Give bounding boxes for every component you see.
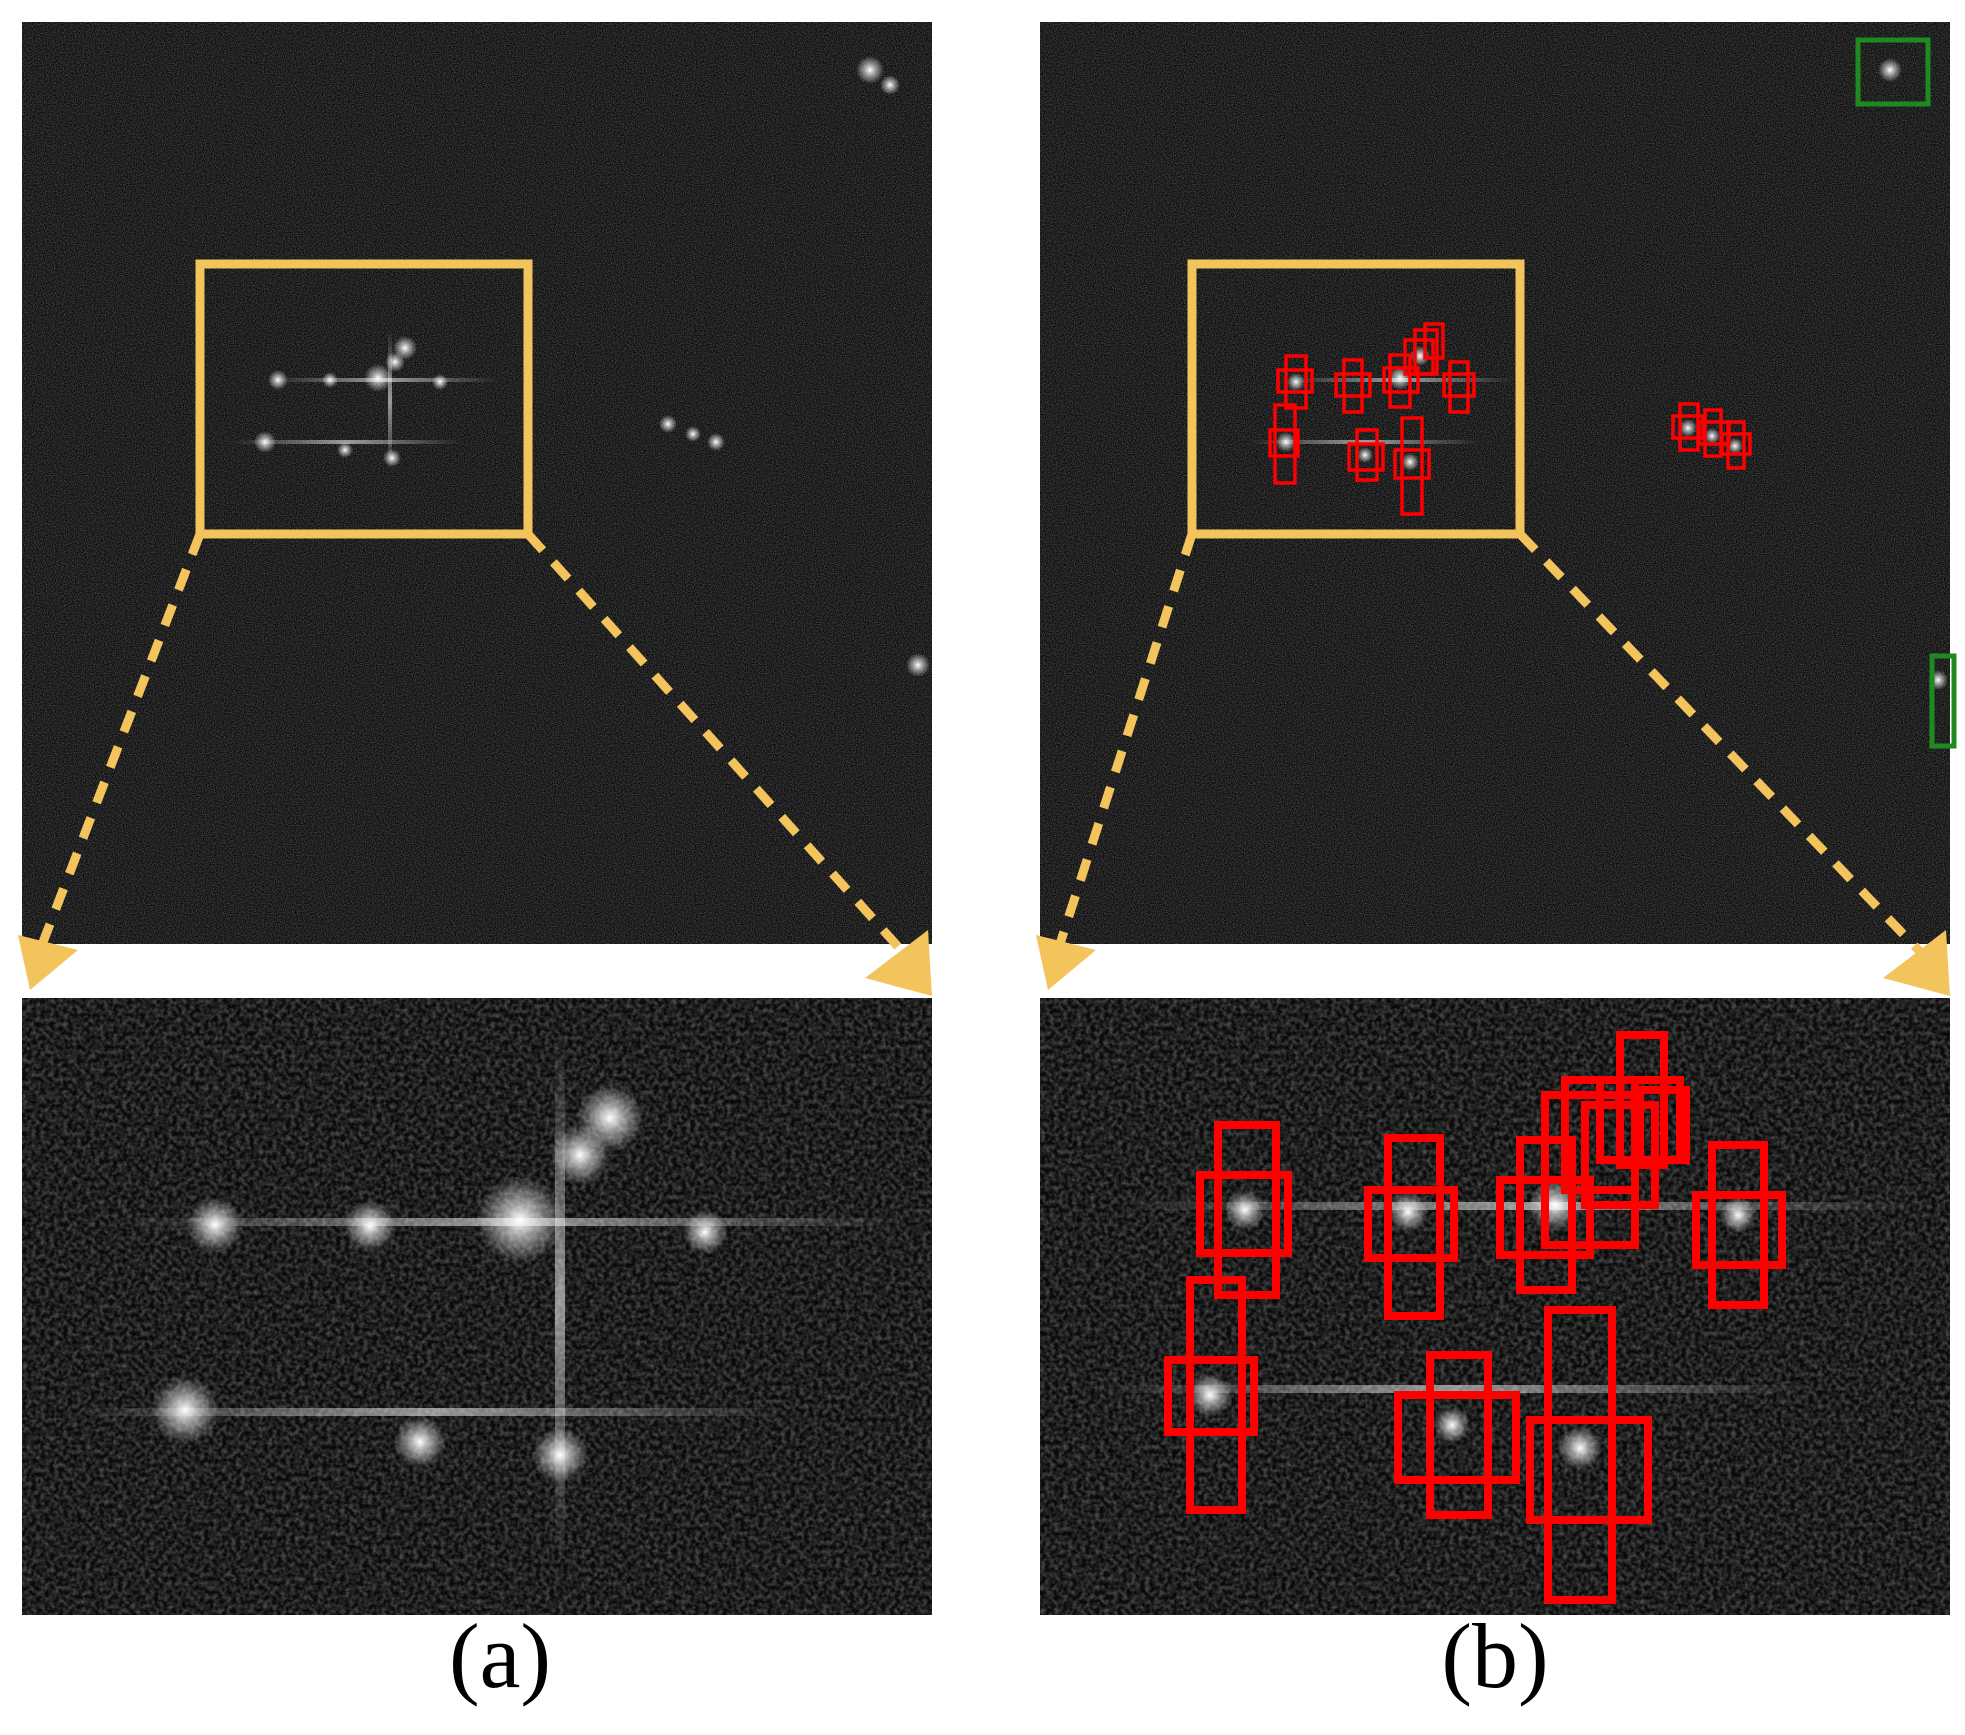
panel-b-zoom-image bbox=[1040, 998, 1950, 1615]
detection-box bbox=[1347, 442, 1385, 472]
detection-box bbox=[1423, 322, 1445, 360]
panel-b-detection-boxes bbox=[1268, 322, 1752, 516]
detection-box bbox=[1164, 1356, 1258, 1436]
detection-box bbox=[1636, 1086, 1690, 1164]
panel-b-zoom-connectors bbox=[1036, 530, 1950, 996]
panel-a-overview-image bbox=[22, 22, 932, 944]
panel-a-arrow-right bbox=[865, 930, 932, 996]
panel-a-zoom-connectors bbox=[18, 530, 932, 996]
missed-box bbox=[1855, 37, 1931, 107]
detection-box bbox=[1276, 368, 1314, 394]
panel-b bbox=[1036, 22, 1957, 1615]
detection-box bbox=[1394, 1391, 1520, 1484]
panel-a-zoom-image bbox=[22, 998, 932, 1615]
panel-a-highlight-box bbox=[195, 259, 533, 539]
detection-box bbox=[1726, 420, 1746, 470]
detection-box bbox=[1342, 358, 1364, 414]
missed-box bbox=[1929, 653, 1957, 749]
detection-box bbox=[1268, 428, 1300, 458]
detection-box bbox=[1214, 1121, 1280, 1299]
detection-box bbox=[1355, 428, 1379, 482]
detection-box bbox=[1384, 1134, 1444, 1320]
detection-box bbox=[1393, 448, 1431, 480]
detection-box bbox=[1616, 1031, 1668, 1169]
panel-b-zoom-detection-boxes bbox=[1164, 1031, 1786, 1604]
panel-b-arrow-left bbox=[1036, 935, 1096, 990]
detection-box bbox=[1186, 1276, 1246, 1514]
detection-box bbox=[1196, 1171, 1292, 1257]
panel-a-arrow-left bbox=[18, 935, 78, 990]
detection-box bbox=[1544, 1306, 1616, 1604]
detection-box bbox=[1526, 1416, 1652, 1524]
detection-box bbox=[1426, 1351, 1492, 1519]
detection-box bbox=[1692, 1191, 1786, 1269]
detection-box bbox=[1400, 416, 1424, 516]
caption-b: (b) bbox=[1441, 1605, 1549, 1707]
detection-box bbox=[1720, 432, 1752, 456]
panel-b-highlight-box bbox=[1187, 259, 1525, 539]
panel-a-targets bbox=[232, 56, 930, 677]
detection-box bbox=[1442, 372, 1476, 398]
detection-box bbox=[1708, 1141, 1768, 1309]
panel-b-missed-boxes bbox=[1855, 37, 1957, 749]
caption-a: (a) bbox=[448, 1605, 552, 1707]
detection-box bbox=[1382, 366, 1420, 394]
detection-box bbox=[1364, 1186, 1458, 1262]
panel-b-overview-image bbox=[1040, 22, 1957, 944]
detection-box bbox=[1273, 403, 1297, 485]
panel-b-arrow-right bbox=[1883, 930, 1950, 996]
detection-box bbox=[1334, 372, 1372, 398]
detection-box bbox=[1448, 360, 1470, 414]
panel-a bbox=[18, 22, 932, 1615]
detection-box bbox=[1388, 353, 1412, 409]
detection-box bbox=[1671, 414, 1705, 440]
